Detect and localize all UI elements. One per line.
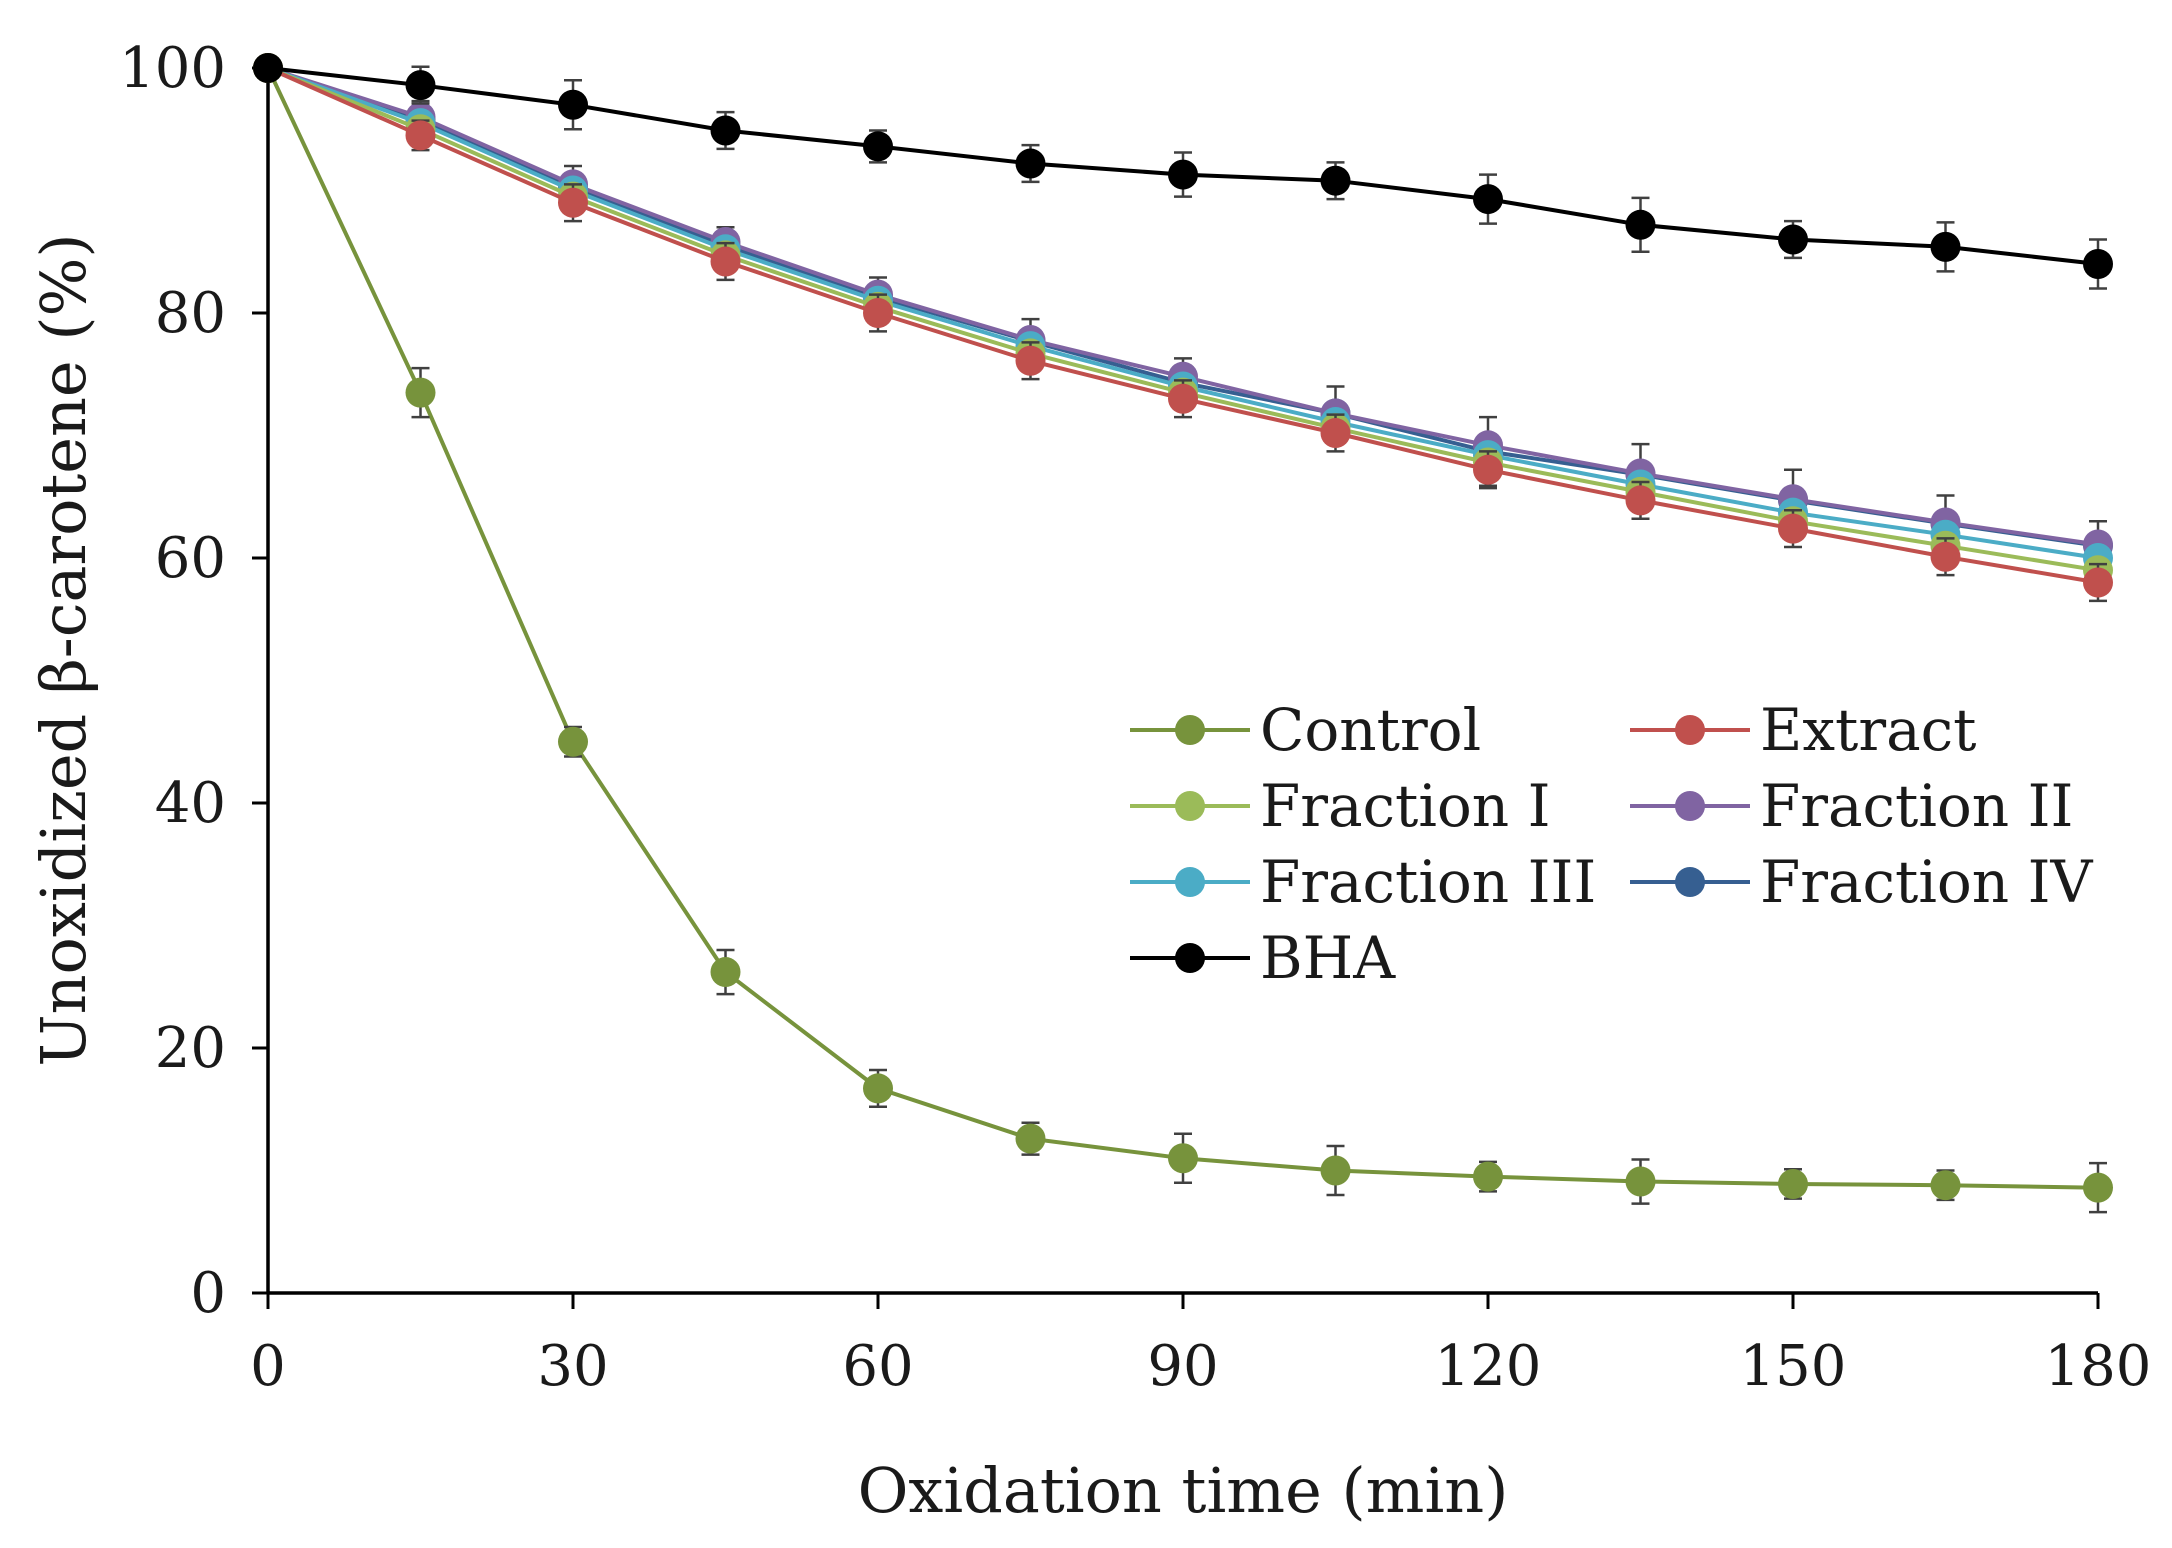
data-point xyxy=(1015,148,1046,179)
legend-label: BHA xyxy=(1260,924,1396,992)
series-line xyxy=(267,66,2099,573)
legend-label: Fraction II xyxy=(1760,772,2073,840)
data-point xyxy=(710,957,741,988)
legend-label: Fraction III xyxy=(1260,848,1596,916)
x-tick-label: 60 xyxy=(842,1334,913,1399)
legend-entry-fraction-ii: Fraction II xyxy=(1630,772,2073,840)
series-fraction-iii xyxy=(253,53,2113,573)
data-point xyxy=(2083,1172,2113,1203)
data-point xyxy=(405,120,436,151)
data-point xyxy=(1930,231,1961,262)
series-bha xyxy=(253,53,2113,290)
data-point xyxy=(1625,1166,1656,1197)
y-axis-title: Unoxidized β-carotene (%) xyxy=(27,233,100,1066)
data-point xyxy=(1778,513,1808,544)
data-point xyxy=(1473,454,1503,485)
legend-label: Control xyxy=(1260,696,1481,764)
data-point xyxy=(1015,1123,1046,1154)
y-tick-label: 60 xyxy=(155,526,226,591)
legend-entry-extract: Extract xyxy=(1630,696,1976,764)
x-tick-label: 0 xyxy=(250,1334,286,1399)
series-layer xyxy=(253,53,2113,1214)
data-point xyxy=(1930,1170,1961,1201)
data-point xyxy=(253,53,283,83)
legend-marker xyxy=(1675,791,1705,821)
legend-marker xyxy=(1175,867,1205,897)
legend-marker xyxy=(1175,791,1205,821)
series-fraction-ii xyxy=(253,53,2113,560)
data-point xyxy=(1015,345,1046,376)
series-line xyxy=(267,66,2099,547)
data-point xyxy=(1168,1143,1198,1174)
legend: Control Extract Fraction I Fraction II Fract… xyxy=(1130,696,2094,992)
x-tick-label: 180 xyxy=(2045,1334,2152,1399)
y-tick-label: 80 xyxy=(155,281,226,346)
data-point xyxy=(1930,541,1961,572)
legend-marker xyxy=(1175,943,1205,973)
axis-ticks: 0 30 60 90 120 150 180 0 20 40 60 80 100 xyxy=(119,36,2151,1399)
data-point xyxy=(1320,418,1351,449)
data-point xyxy=(1320,165,1351,196)
series-fraction-iv xyxy=(253,53,2113,572)
data-point xyxy=(405,70,436,101)
data-point xyxy=(710,246,741,277)
data-point xyxy=(1473,184,1503,215)
y-tick-label: 40 xyxy=(155,771,226,836)
series-line xyxy=(266,67,2099,1190)
data-point xyxy=(1778,1168,1808,1199)
data-point xyxy=(1320,1155,1351,1186)
data-point xyxy=(558,89,588,120)
data-point xyxy=(863,131,893,162)
y-tick-label: 20 xyxy=(155,1016,226,1081)
data-point xyxy=(863,1073,893,1104)
y-tick-label: 0 xyxy=(190,1261,226,1326)
legend-entry-bha: BHA xyxy=(1130,924,1396,992)
data-point xyxy=(2083,249,2113,279)
data-point xyxy=(1168,159,1198,190)
data-point xyxy=(863,298,893,328)
x-tick-label: 150 xyxy=(1740,1334,1847,1399)
data-point xyxy=(2083,567,2113,598)
data-point xyxy=(1625,485,1656,516)
legend-label: Fraction I xyxy=(1260,772,1551,840)
data-point xyxy=(558,726,588,757)
legend-label: Fraction IV xyxy=(1760,848,2094,916)
data-point xyxy=(1625,209,1656,240)
data-point xyxy=(1473,1161,1503,1192)
legend-label: Extract xyxy=(1760,696,1976,764)
data-point xyxy=(1168,383,1198,414)
y-tick-label: 100 xyxy=(119,36,226,101)
legend-marker xyxy=(1675,715,1705,745)
series-line xyxy=(267,66,2099,548)
series-control xyxy=(253,53,2113,1214)
data-point xyxy=(405,377,436,408)
legend-entry-fraction-iv: Fraction IV xyxy=(1630,848,2094,916)
axes xyxy=(266,68,2098,1295)
data-point xyxy=(1778,224,1808,255)
legend-marker xyxy=(1675,867,1705,897)
x-tick-label: 90 xyxy=(1147,1334,1218,1399)
legend-marker xyxy=(1175,715,1205,745)
x-tick-label: 30 xyxy=(537,1334,608,1399)
series-line xyxy=(267,66,2099,560)
x-tick-label: 120 xyxy=(1435,1334,1542,1399)
x-axis-title: Oxidation time (min) xyxy=(858,1454,1509,1527)
legend-entry-fraction-iii: Fraction III xyxy=(1130,848,1596,916)
data-point xyxy=(710,115,741,146)
legend-entry-fraction-i: Fraction I xyxy=(1130,772,1551,840)
data-point xyxy=(558,187,588,218)
legend-entry-control: Control xyxy=(1130,696,1481,764)
